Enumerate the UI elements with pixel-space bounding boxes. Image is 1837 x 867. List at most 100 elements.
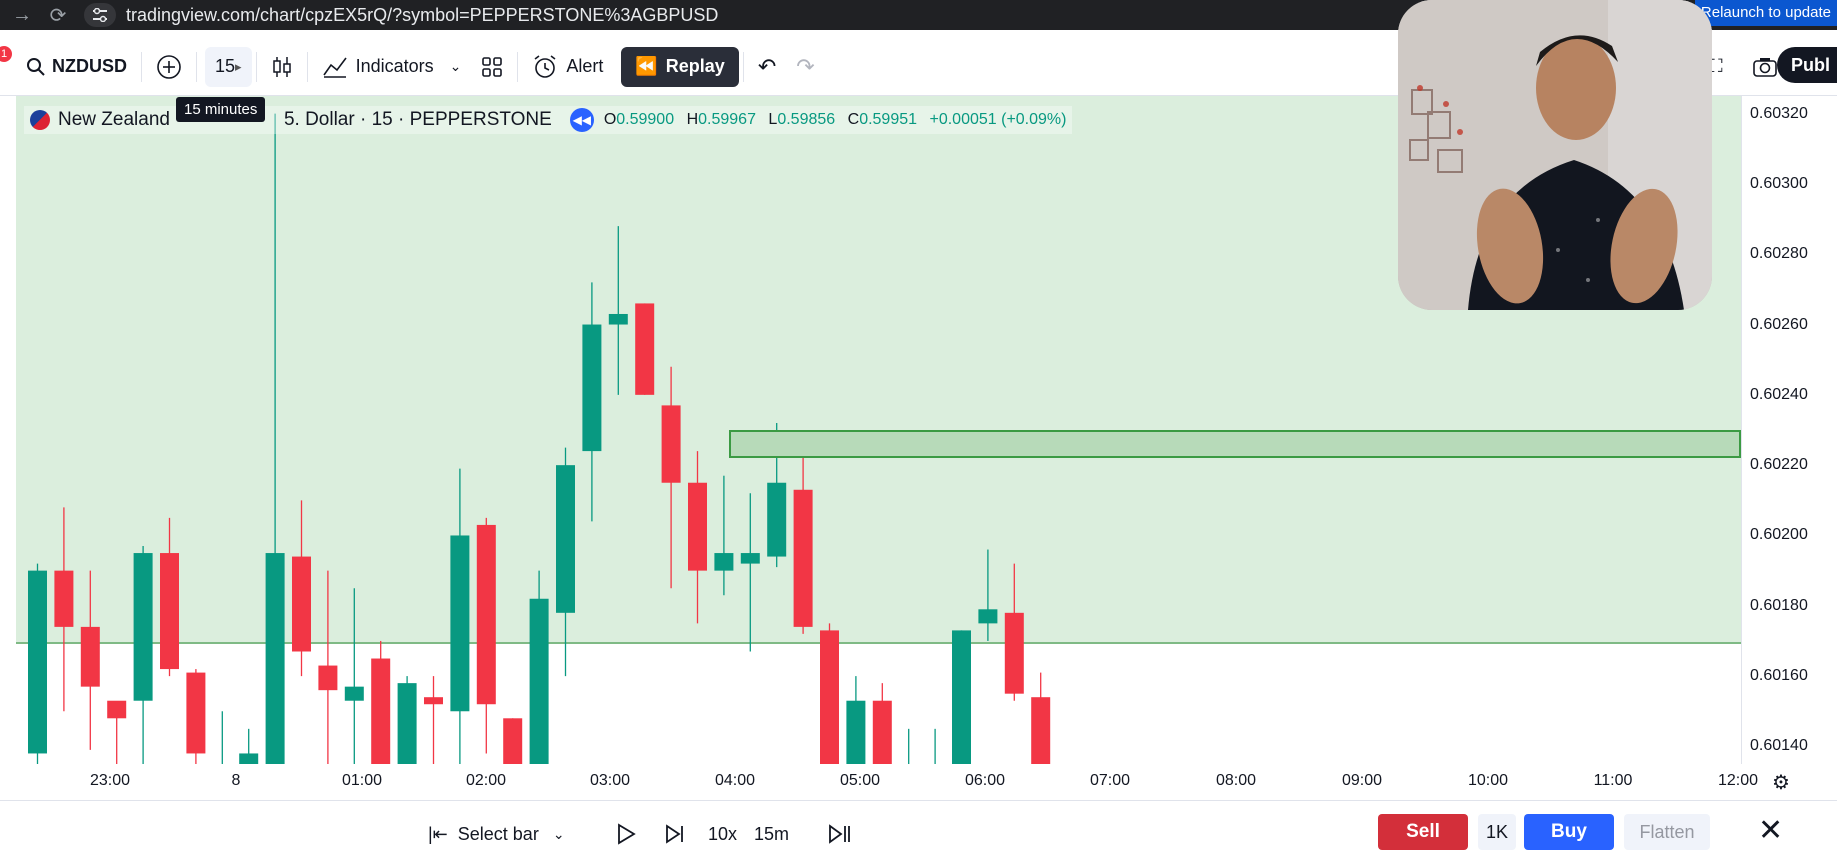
timeframe-button[interactable]: 15 ▸ bbox=[205, 46, 252, 87]
jump-to-realtime-button[interactable] bbox=[828, 817, 852, 851]
alarm-clock-icon bbox=[534, 54, 556, 78]
sell-button[interactable]: Sell bbox=[1378, 814, 1468, 850]
candle-body bbox=[793, 489, 813, 627]
candle-body bbox=[635, 303, 655, 395]
search-icon bbox=[27, 57, 45, 76]
relaunch-button[interactable]: Relaunch to update bbox=[1694, 0, 1837, 26]
time-tick-label: 8 bbox=[231, 772, 241, 789]
chevron-down-icon[interactable]: ⌄ bbox=[552, 825, 565, 842]
plus-circle-icon bbox=[157, 54, 181, 79]
price-tick-label: 0.60320 bbox=[1750, 104, 1808, 122]
candle-body bbox=[556, 465, 575, 613]
candle-body bbox=[952, 630, 971, 764]
site-info-icon[interactable] bbox=[84, 3, 116, 27]
cursor-icon: ▸ bbox=[235, 58, 242, 74]
time-tick-label: 23:00 bbox=[89, 772, 131, 789]
time-tick-label: 01:00 bbox=[341, 772, 383, 789]
quantity-button[interactable]: 1K bbox=[1478, 814, 1516, 850]
price-tick-label: 0.60220 bbox=[1750, 456, 1808, 474]
legend-title-suffix: 5. Dollar · 15 · PEPPERSTONE bbox=[283, 109, 552, 130]
time-axis[interactable]: ⚙ 23:00 8 01:00 02:00 03:00 04:00 05:00 06:00 07… bbox=[0, 764, 1837, 800]
update-interval-button[interactable]: 15m bbox=[754, 817, 789, 851]
select-bar-icon: |⇤ bbox=[428, 823, 448, 844]
chart-type-button[interactable] bbox=[261, 47, 303, 87]
candle-body bbox=[582, 324, 602, 452]
fullscreen-button[interactable]: ⛶ bbox=[1700, 47, 1733, 87]
indicators-label: Indicators bbox=[355, 56, 434, 76]
timeframe-label: 15 bbox=[215, 56, 236, 76]
symbol-search[interactable]: NZDUSD bbox=[16, 47, 137, 87]
forward-step-button[interactable] bbox=[664, 817, 686, 851]
divider bbox=[742, 51, 744, 82]
presenter-video bbox=[1398, 0, 1712, 310]
templates-button[interactable] bbox=[471, 47, 513, 87]
candle-body bbox=[344, 686, 364, 701]
indicators-button[interactable]: Indicators ⌄ bbox=[312, 47, 472, 87]
candle-body bbox=[450, 535, 470, 712]
time-tick-label: 10:00 bbox=[1467, 772, 1509, 789]
time-tick-label: 12:00 bbox=[1717, 772, 1759, 789]
candle-body bbox=[740, 553, 760, 564]
play-button[interactable] bbox=[616, 817, 636, 851]
flatten-button[interactable]: Flatten bbox=[1624, 814, 1710, 850]
buy-button[interactable]: Buy bbox=[1524, 814, 1614, 850]
replay-button[interactable]: ⏪ Replay bbox=[621, 46, 739, 87]
publish-button[interactable]: Publ bbox=[1777, 47, 1837, 83]
select-bar-label: Select bar bbox=[457, 823, 539, 844]
webcam-overlay bbox=[1398, 0, 1712, 310]
candle-body bbox=[529, 598, 549, 764]
jump-realtime-icon bbox=[829, 824, 850, 844]
notification-badge[interactable]: 1 bbox=[0, 46, 12, 62]
compare-symbol-button[interactable] bbox=[146, 47, 192, 87]
alert-button[interactable]: Alert bbox=[522, 47, 613, 87]
candle-body bbox=[397, 683, 417, 764]
url-text[interactable]: tradingview.com/chart/cpzEX5rQ/?symbol=P… bbox=[126, 4, 719, 25]
price-tick-label: 0.60200 bbox=[1750, 526, 1808, 544]
time-tick-label: 11:00 bbox=[1593, 772, 1633, 789]
grid-icon bbox=[482, 56, 503, 77]
reload-icon[interactable]: ⟳ bbox=[49, 4, 67, 27]
price-tick-label: 0.60240 bbox=[1750, 385, 1808, 403]
time-tick-label: 04:00 bbox=[714, 772, 756, 789]
price-tick-label: 0.60300 bbox=[1750, 174, 1808, 192]
candle-body bbox=[160, 553, 179, 670]
time-tick-label: 08:00 bbox=[1215, 772, 1257, 789]
divider bbox=[517, 51, 519, 82]
candle-body bbox=[239, 753, 259, 764]
axis-settings-icon[interactable]: ⚙ bbox=[1772, 772, 1790, 794]
level-rectangle[interactable] bbox=[729, 430, 1741, 459]
redo-button[interactable]: ↷ bbox=[786, 47, 824, 87]
speed-button[interactable]: 10x bbox=[708, 817, 737, 851]
indicators-icon bbox=[322, 57, 347, 78]
select-bar-button[interactable]: |⇤ Select bar ⌄ bbox=[428, 817, 565, 851]
candle-body bbox=[28, 570, 47, 754]
speed-label: 10x bbox=[708, 823, 738, 844]
price-axis[interactable]: 0.60320 0.60300 0.60280 0.60260 0.60240 0.602… bbox=[1741, 96, 1837, 764]
price-tick-label: 0.60180 bbox=[1750, 596, 1808, 614]
price-tick-label: 0.60280 bbox=[1750, 245, 1808, 263]
time-tick-label: 09:00 bbox=[1341, 772, 1383, 789]
candles-icon bbox=[272, 56, 291, 77]
candle-body bbox=[265, 553, 285, 764]
candle-body bbox=[820, 630, 839, 764]
symbol-label: NZDUSD bbox=[52, 56, 127, 76]
candle-body bbox=[107, 700, 127, 719]
replay-indicator-icon[interactable]: ◀◀ bbox=[569, 108, 594, 132]
candle-body bbox=[767, 482, 787, 557]
candle-body bbox=[714, 553, 734, 571]
candle-body bbox=[54, 570, 74, 627]
candle-body bbox=[872, 700, 892, 764]
candle-body bbox=[1031, 697, 1051, 764]
candle-body bbox=[292, 556, 311, 652]
undo-button[interactable]: ↶ bbox=[748, 47, 786, 87]
time-tick-label: 07:00 bbox=[1089, 772, 1131, 789]
forward-icon[interactable]: → bbox=[12, 3, 32, 26]
screenshot-button[interactable] bbox=[1742, 47, 1788, 87]
close-icon[interactable]: ✕ bbox=[1758, 814, 1784, 847]
play-icon bbox=[618, 823, 636, 845]
time-tick-label: 06:00 bbox=[964, 772, 1006, 789]
undo-icon: ↶ bbox=[757, 53, 777, 79]
chevron-down-icon[interactable]: ⌄ bbox=[449, 58, 462, 74]
divider bbox=[196, 51, 197, 82]
